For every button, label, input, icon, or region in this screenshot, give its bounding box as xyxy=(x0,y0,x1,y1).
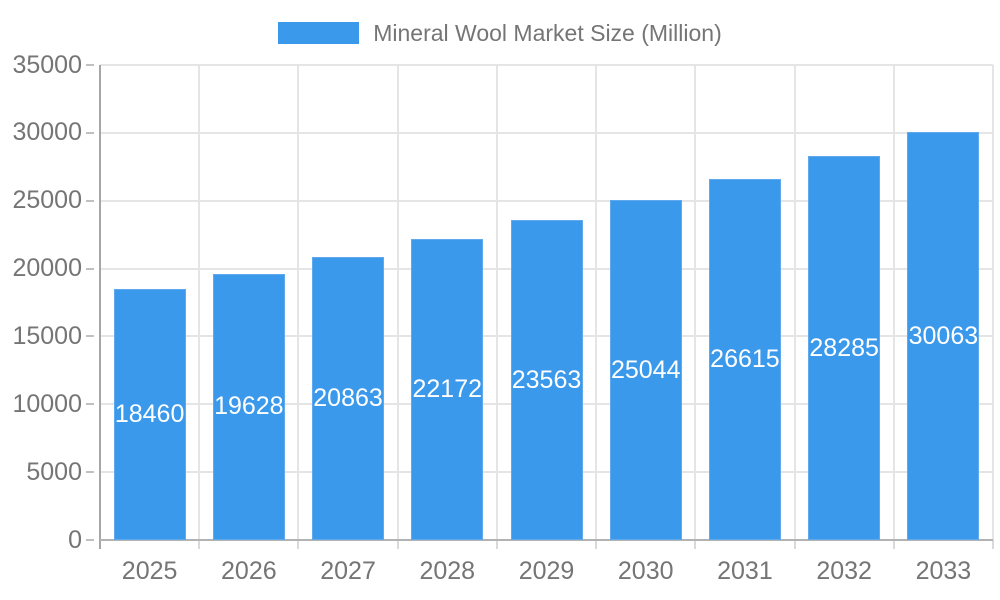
chart-legend[interactable]: Mineral Wool Market Size (Million) xyxy=(0,19,1000,47)
x-axis-label-2029: 2029 xyxy=(518,557,575,585)
y-axis-tick xyxy=(86,267,94,270)
x-axis-label-2027: 2027 xyxy=(320,557,376,585)
x-axis-label-2026: 2026 xyxy=(221,557,277,585)
bar-2028 xyxy=(411,239,484,540)
y-axis-line xyxy=(99,65,101,549)
x-axis-label-2033: 2033 xyxy=(915,557,972,585)
gridline-vertical xyxy=(297,65,300,540)
y-axis-tick xyxy=(86,539,94,541)
y-axis-tick xyxy=(86,335,94,338)
y-axis-label: 35000 xyxy=(12,50,82,79)
gridline-vertical xyxy=(892,65,895,540)
y-axis-label: 15000 xyxy=(12,321,82,350)
x-axis-tick xyxy=(198,540,201,549)
y-axis-tick xyxy=(86,199,94,202)
y-axis-label: 0 xyxy=(68,525,82,554)
x-axis-tick xyxy=(595,540,598,549)
x-axis-label-2028: 2028 xyxy=(419,557,476,585)
gridline-horizontal xyxy=(100,199,993,202)
gridline-horizontal xyxy=(100,131,993,134)
y-axis-label: 30000 xyxy=(12,118,82,147)
y-axis-label: 20000 xyxy=(12,254,82,283)
gridline-vertical xyxy=(396,65,399,540)
bar-2033 xyxy=(907,132,980,540)
bar-2031 xyxy=(708,178,781,540)
x-axis-label-2032: 2032 xyxy=(816,557,872,585)
y-axis-label: 5000 xyxy=(26,457,82,486)
y-axis-label: 25000 xyxy=(12,186,82,215)
x-axis-label-2031: 2031 xyxy=(717,557,773,585)
gridline-vertical xyxy=(595,65,598,540)
bar-2026 xyxy=(212,273,285,540)
x-axis-tick xyxy=(694,540,697,549)
legend-swatch[interactable] xyxy=(278,22,360,44)
y-axis-tick xyxy=(86,403,94,406)
gridline-vertical xyxy=(495,65,498,540)
x-axis-tick xyxy=(495,540,498,549)
bar-2025 xyxy=(113,289,186,540)
x-axis-tick xyxy=(297,540,300,549)
x-axis-tick xyxy=(396,540,399,549)
y-axis-tick xyxy=(86,471,94,474)
x-axis-label-2025: 2025 xyxy=(121,557,178,585)
y-axis-label: 10000 xyxy=(12,389,82,418)
x-axis-label-2030: 2030 xyxy=(617,557,674,585)
y-axis-tick xyxy=(86,131,94,134)
legend-label: Mineral Wool Market Size (Million) xyxy=(373,19,722,46)
bar-2030 xyxy=(609,200,682,540)
x-axis-tick xyxy=(793,540,796,549)
y-axis-tick xyxy=(86,64,94,66)
x-axis-baseline xyxy=(100,539,993,541)
gridline-vertical xyxy=(793,65,796,540)
gridline-horizontal xyxy=(100,64,993,66)
x-axis-tick xyxy=(992,540,994,549)
x-axis-tick xyxy=(892,540,895,549)
bar-2029 xyxy=(510,220,583,540)
bar-2027 xyxy=(312,256,385,540)
gridline-vertical xyxy=(992,65,994,540)
gridline-vertical xyxy=(694,65,697,540)
gridline-vertical xyxy=(198,65,201,540)
bar-2032 xyxy=(808,156,881,540)
